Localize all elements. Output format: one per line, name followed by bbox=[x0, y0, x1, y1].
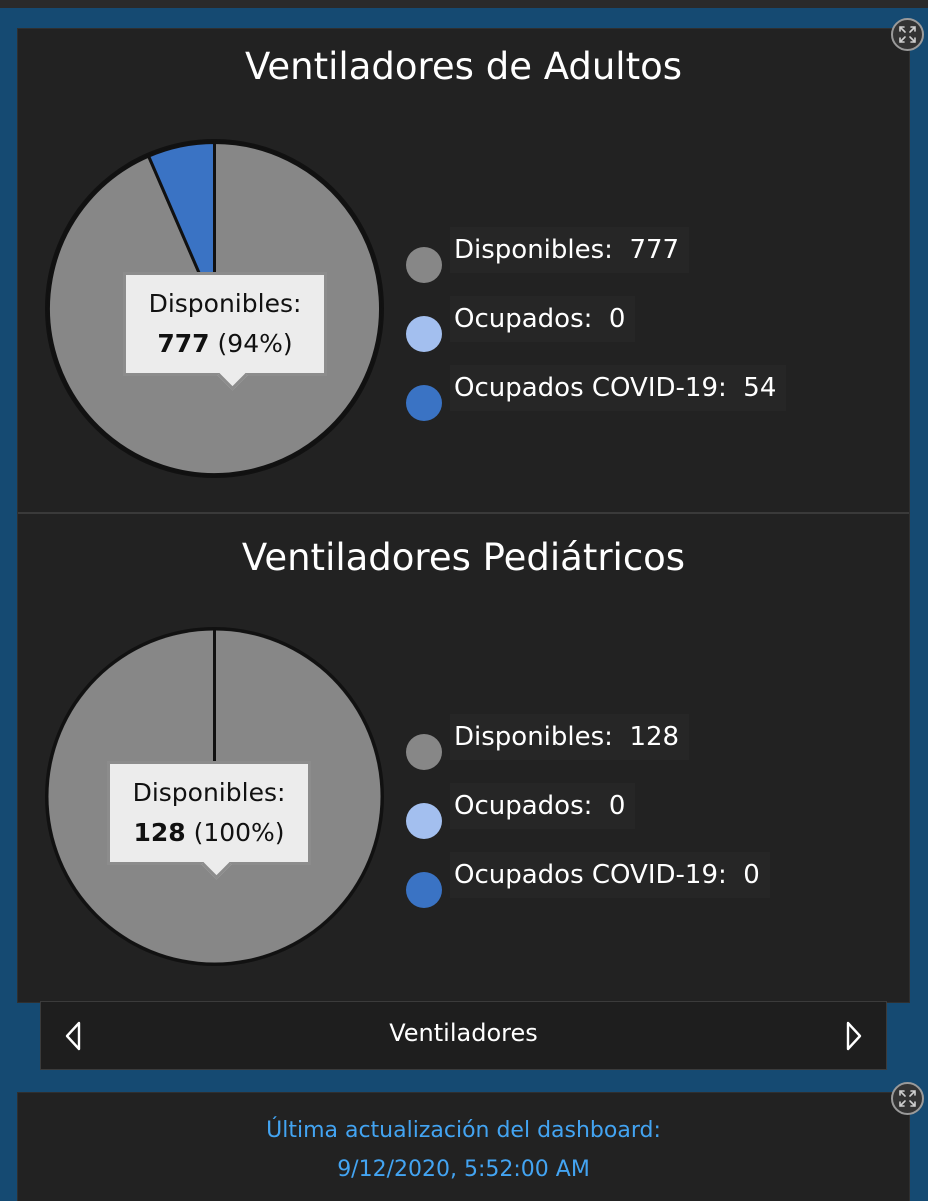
legend-marker bbox=[406, 385, 442, 421]
pie-tooltip: Disponibles: 777 (94%) bbox=[123, 272, 327, 376]
top-strip bbox=[0, 0, 928, 8]
tooltip-label: Disponibles: bbox=[148, 289, 302, 318]
legend-label: Ocupados COVID-19: 54 bbox=[450, 365, 787, 411]
expand-icon[interactable] bbox=[891, 18, 924, 51]
legend-label: Ocupados COVID-19: 0 bbox=[450, 852, 770, 898]
chart-title: Ventiladores Pediátricos bbox=[241, 536, 686, 579]
last-update-label: Última actualización del dashboard: bbox=[266, 1118, 661, 1143]
chevron-left-icon[interactable] bbox=[63, 1020, 83, 1052]
legend-marker bbox=[406, 872, 442, 908]
legend-label: Ocupados: 0 bbox=[450, 783, 636, 829]
pie-slice-ocupados-covid-19 bbox=[147, 141, 216, 310]
expand-icon[interactable] bbox=[891, 1082, 924, 1115]
tooltip-label: Disponibles: bbox=[132, 778, 286, 807]
legend-marker bbox=[406, 803, 442, 839]
tooltip-percent: (100%) bbox=[193, 818, 285, 847]
legend-label: Disponibles: 128 bbox=[450, 714, 690, 760]
chevron-right-icon[interactable] bbox=[844, 1020, 864, 1052]
legend-marker bbox=[406, 734, 442, 770]
tooltip-value-line: 777 (94%) bbox=[126, 324, 324, 364]
pediatric-ventilators-section: Ventiladores Pediátricos Disponibles: 12… bbox=[18, 512, 909, 996]
tooltip-value-line: 128 (100%) bbox=[110, 813, 308, 853]
last-update-panel: Última actualización del dashboard: 9/12… bbox=[17, 1092, 910, 1201]
last-update-timestamp: 9/12/2020, 5:52:00 AM bbox=[337, 1157, 590, 1182]
pie-tooltip: Disponibles: 128 (100%) bbox=[107, 761, 311, 865]
legend-marker bbox=[406, 247, 442, 283]
adult-ventilators-section: Ventiladores de Adultos Disponibles: 777… bbox=[18, 29, 909, 511]
legend-label: Disponibles: 777 bbox=[450, 227, 690, 273]
dashboard-nav-bar: Ventiladores bbox=[40, 1001, 887, 1070]
legend-marker bbox=[406, 316, 442, 352]
ventiladores-panel: Ventiladores de Adultos Disponibles: 777… bbox=[17, 28, 910, 1003]
tooltip-value: 128 bbox=[133, 818, 186, 847]
tooltip-value: 777 bbox=[157, 329, 210, 358]
nav-label: Ventiladores bbox=[389, 1019, 538, 1047]
chart-title: Ventiladores de Adultos bbox=[244, 45, 683, 88]
tooltip-percent: (94%) bbox=[217, 329, 293, 358]
legend-label: Ocupados: 0 bbox=[450, 296, 636, 342]
